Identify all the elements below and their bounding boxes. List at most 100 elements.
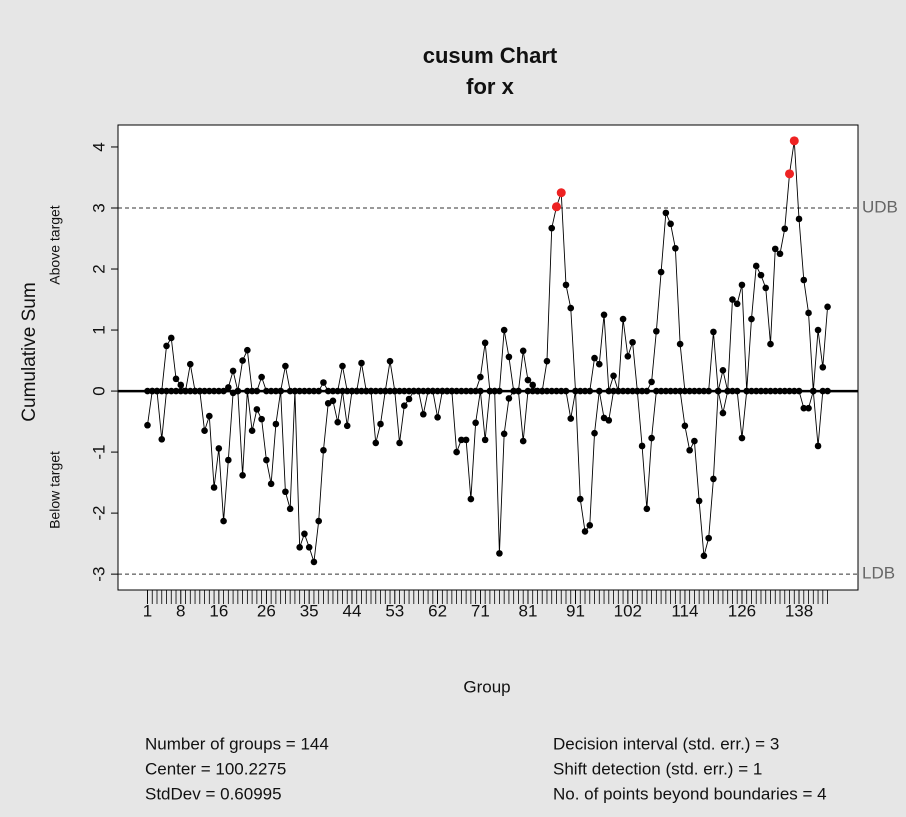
plot-area: [118, 125, 858, 590]
x-tick-label: 16: [209, 601, 228, 620]
point: [258, 373, 265, 381]
point: [396, 439, 403, 447]
point: [210, 387, 218, 395]
point: [462, 436, 470, 444]
point: [686, 446, 693, 454]
point: [638, 442, 646, 450]
point: [210, 484, 218, 491]
point: [657, 387, 665, 395]
point: [781, 225, 789, 233]
point: [595, 387, 603, 395]
point: [277, 387, 284, 395]
stat-text: Center = 100.2275: [145, 759, 286, 778]
y-tick-label: -1: [89, 445, 108, 460]
x-tick-label: 8: [176, 601, 185, 620]
x-axis-label: Group: [463, 677, 510, 696]
point: [467, 495, 475, 503]
point: [705, 534, 712, 542]
point: [472, 419, 479, 427]
point: [163, 387, 170, 395]
point: [434, 414, 441, 421]
point: [757, 387, 765, 395]
point: [648, 434, 655, 442]
point: [377, 387, 384, 395]
point: [186, 360, 194, 368]
point: [629, 338, 636, 346]
point: [543, 357, 551, 365]
point: [462, 387, 470, 395]
stat-text: Shift detection (std. err.) = 1: [553, 759, 762, 778]
point: [225, 384, 232, 391]
point: [814, 326, 822, 334]
point: [591, 429, 598, 437]
point: [619, 315, 627, 323]
point: [201, 427, 208, 435]
point: [267, 480, 275, 488]
point: [767, 340, 774, 348]
point: [819, 387, 827, 395]
point: [358, 387, 365, 395]
point: [343, 387, 351, 395]
point: [301, 530, 308, 538]
point: [305, 543, 313, 551]
point: [557, 387, 565, 395]
point: [477, 387, 484, 395]
point: [619, 387, 627, 395]
point: [524, 376, 532, 384]
violation-point: [556, 188, 566, 198]
point: [586, 522, 594, 529]
chart-title: for x: [466, 74, 514, 99]
point: [790, 387, 798, 395]
point: [172, 375, 180, 383]
point: [206, 412, 213, 420]
point: [515, 387, 522, 395]
point: [362, 387, 370, 395]
point: [153, 387, 161, 395]
y-tick-label: 0: [89, 386, 108, 395]
point: [410, 387, 418, 395]
point: [215, 445, 223, 452]
point: [762, 284, 770, 292]
point: [305, 387, 313, 395]
point: [752, 387, 760, 395]
point: [234, 387, 242, 395]
point: [448, 387, 456, 395]
point: [310, 558, 318, 566]
point: [581, 528, 589, 535]
x-tick-label: 44: [343, 601, 362, 620]
stat-text: Decision interval (std. err.) = 3: [553, 734, 779, 753]
point: [253, 406, 261, 413]
violation-point: [551, 202, 561, 212]
point: [643, 505, 651, 513]
stat-text: No. of points beyond boundaries = 4: [553, 784, 827, 803]
limit-label: UDB: [862, 197, 898, 216]
point: [824, 303, 831, 311]
point: [201, 387, 208, 395]
point: [220, 517, 227, 525]
point: [206, 387, 213, 395]
point: [481, 339, 489, 347]
point: [286, 387, 294, 395]
point: [286, 505, 294, 513]
point: [757, 271, 765, 279]
point: [453, 448, 460, 456]
point: [491, 387, 498, 395]
point: [691, 387, 698, 395]
y-tick-label: 2: [89, 264, 108, 273]
point: [434, 387, 441, 395]
point: [272, 420, 280, 428]
point: [296, 387, 303, 395]
point: [824, 387, 831, 395]
point: [486, 387, 494, 395]
point: [377, 420, 384, 428]
point: [800, 276, 808, 284]
point: [519, 437, 527, 445]
point: [144, 387, 151, 395]
point: [776, 387, 784, 395]
point: [710, 475, 717, 483]
stat-text: Number of groups = 144: [145, 734, 329, 753]
point: [496, 387, 503, 395]
y-tick-label: -2: [89, 506, 108, 521]
